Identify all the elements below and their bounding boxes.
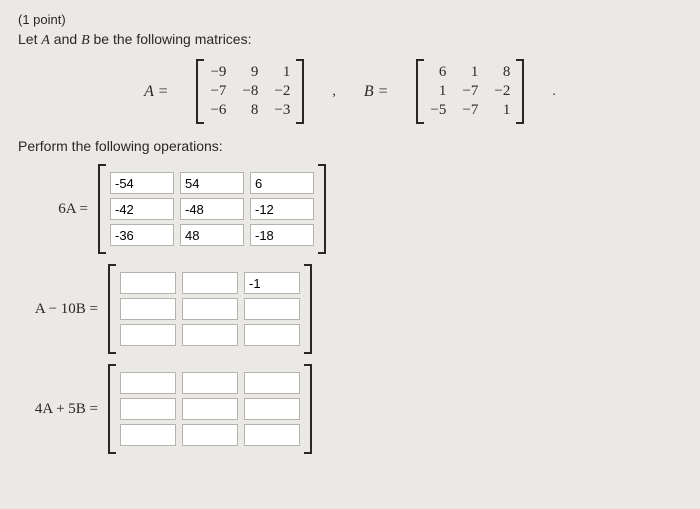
A-label: A = [144,83,168,101]
op3-matrix [108,364,312,454]
operation-4A-5B: 4A + 5B = [18,364,682,454]
op3-input-r2c2[interactable] [244,424,300,446]
B-r1c2: −2 [486,82,518,101]
op1-input-r2c2[interactable] [250,224,314,246]
op2-input-r1c2[interactable] [244,298,300,320]
B-r2c1: −7 [454,101,486,120]
intro-A: A [41,33,50,48]
op1-input-r1c0[interactable] [110,198,174,220]
B-r1c1: −7 [454,82,486,101]
defs-period: . [552,84,556,100]
A-r0c1: 9 [234,63,266,82]
op3-label: 4A + 5B = [18,401,98,418]
intro-suffix: be the following matrices: [90,31,252,47]
op1-input-r0c0[interactable] [110,172,174,194]
intro-B: B [81,33,90,48]
defs-comma: , [332,84,336,100]
A-r2c0: −6 [202,101,234,120]
op2-label: A − 10B = [18,301,98,318]
question-points: (1 point) [18,12,682,27]
operation-A-10B: A − 10B = [18,264,682,354]
matrix-B: 618 1−7−2 −5−71 [416,59,524,124]
A-r1c2: −2 [266,82,298,101]
op2-input-r2c2[interactable] [244,324,300,346]
op2-input-r2c1[interactable] [182,324,238,346]
op1-input-r0c1[interactable] [180,172,244,194]
B-r0c1: 1 [454,63,486,82]
B-r1c0: 1 [422,82,454,101]
A-r0c0: −9 [202,63,234,82]
op3-input-r2c1[interactable] [182,424,238,446]
op1-input-r1c1[interactable] [180,198,244,220]
op3-input-r0c0[interactable] [120,372,176,394]
intro-mid: and [50,31,81,47]
matrix-A: −991 −7−8−2 −68−3 [196,59,304,124]
op3-input-r1c0[interactable] [120,398,176,420]
op1-matrix [98,164,326,254]
op2-matrix [108,264,312,354]
A-r0c2: 1 [266,63,298,82]
B-r2c0: −5 [422,101,454,120]
B-r0c2: 8 [486,63,518,82]
op3-input-r1c1[interactable] [182,398,238,420]
B-r0c0: 6 [422,63,454,82]
op1-input-r2c0[interactable] [110,224,174,246]
B-r2c2: 1 [486,101,518,120]
op3-input-r0c1[interactable] [182,372,238,394]
B-label: B = [364,83,389,101]
matrix-definitions: A = −991 −7−8−2 −68−3 , B = 618 1−7−2 −5… [18,59,682,124]
A-r2c1: 8 [234,101,266,120]
intro-prefix: Let [18,31,41,47]
A-r1c0: −7 [202,82,234,101]
op1-input-r0c2[interactable] [250,172,314,194]
op2-input-r0c2[interactable] [244,272,300,294]
op1-input-r2c1[interactable] [180,224,244,246]
op2-input-r0c0[interactable] [120,272,176,294]
op2-input-r2c0[interactable] [120,324,176,346]
operation-6A: 6A = [18,164,682,254]
perform-label: Perform the following operations: [18,138,682,154]
op3-input-r1c2[interactable] [244,398,300,420]
op1-input-r1c2[interactable] [250,198,314,220]
op2-input-r1c0[interactable] [120,298,176,320]
op3-input-r2c0[interactable] [120,424,176,446]
A-r2c2: −3 [266,101,298,120]
op2-input-r1c1[interactable] [182,298,238,320]
op2-input-r0c1[interactable] [182,272,238,294]
op1-label: 6A = [18,201,88,218]
A-r1c1: −8 [234,82,266,101]
question-intro: Let A and B be the following matrices: [18,31,682,49]
op3-input-r0c2[interactable] [244,372,300,394]
